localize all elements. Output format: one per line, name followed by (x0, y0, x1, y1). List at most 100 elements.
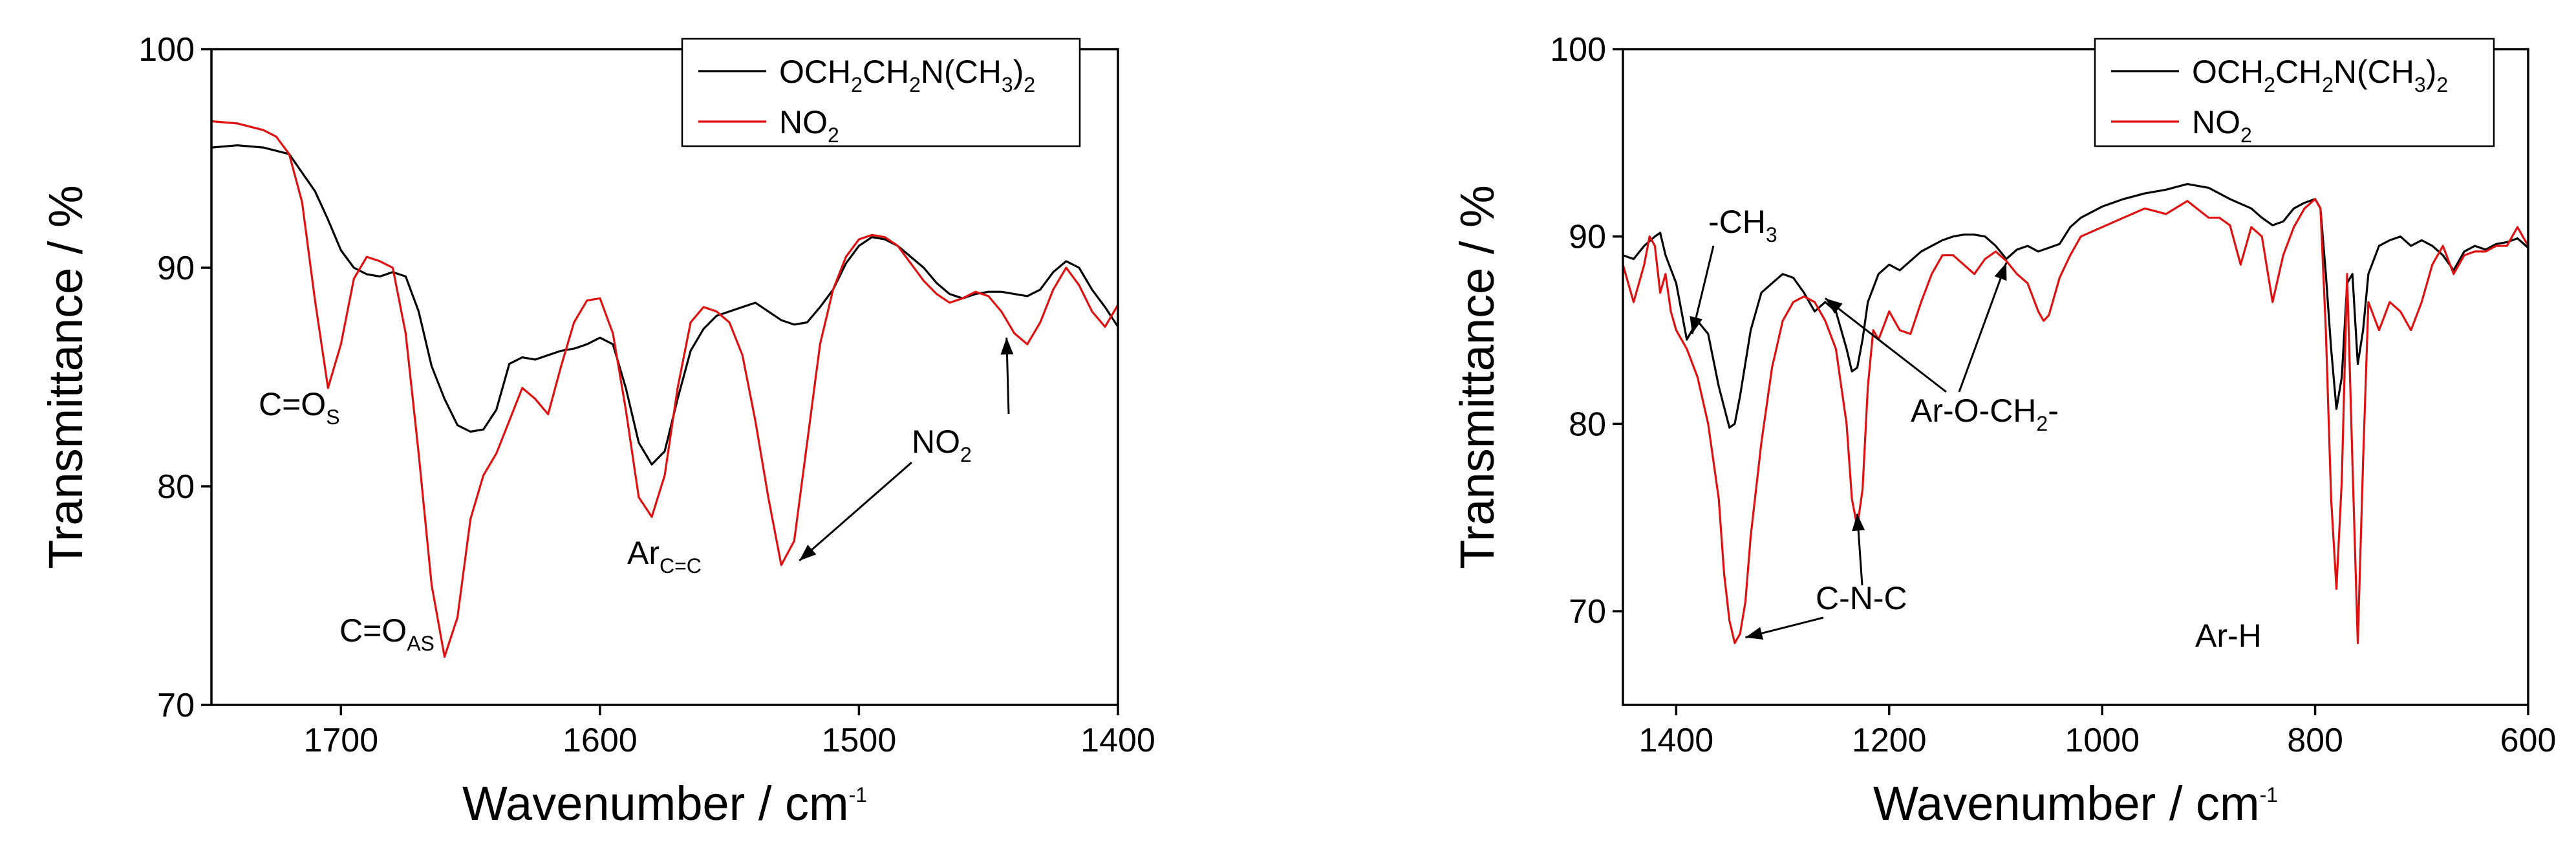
x-axis-title-part: -1 (2260, 783, 2278, 806)
y-tick-label: 80 (157, 468, 195, 506)
legend-label-part: CH (863, 54, 909, 90)
arrow-no2-1523-head (799, 545, 817, 561)
legend-label-part: NO (779, 104, 828, 140)
x-tick-label: 800 (2287, 722, 2343, 759)
peak-label-part: - (2048, 393, 2059, 429)
arrow-cnc-1340-head (1745, 627, 1764, 640)
y-tick-label-part: 100 (138, 31, 195, 69)
x-tick-label-part: 1600 (563, 722, 638, 759)
peak-label: C-N-C (1816, 580, 1907, 616)
plot-frame (1622, 48, 2529, 706)
peak-label-part: -CH (1708, 204, 1766, 240)
x-tick-label-part: 800 (2287, 722, 2343, 759)
y-tick-label-part: 80 (1569, 405, 1606, 443)
arrow-no2-1443 (1000, 338, 1014, 415)
peak-label: NO2 (912, 424, 972, 466)
legend-label: OCH2CH2N(CH3)2 (2192, 54, 2448, 96)
y-tick-label-part: 70 (1569, 593, 1606, 631)
arrow-arocH2-1260-shaft (1825, 297, 1947, 393)
arrow-cnc-1340 (1745, 616, 1824, 640)
x-tick-label: 1400 (1639, 722, 1714, 759)
legend: OCH2CH2N(CH3)2 NO2 (2094, 38, 2495, 147)
peak-label-part: NO (912, 424, 960, 460)
peak-label-part: C=O (259, 386, 326, 422)
y-tick-label-part: 80 (157, 468, 195, 506)
legend-box (681, 38, 1081, 147)
peak-label-part: S (326, 405, 339, 429)
legend-label-part: ) (1013, 54, 1024, 90)
legend-label-part: 2 (909, 73, 921, 96)
arrow-arocH2-1260-head (1825, 298, 1843, 314)
y-tick-label: 70 (1569, 593, 1606, 631)
arrow-no2-1523-shaft (799, 461, 912, 562)
legend-label: NO2 (779, 104, 839, 147)
x-axis-title-part: Wavenumber / cm (1873, 777, 2260, 830)
legend-label-part: 2 (2436, 73, 2448, 96)
legend-label-part: OCH (779, 54, 851, 90)
arrow-ch3 (1690, 245, 1715, 334)
legend-label-part: 3 (2414, 73, 2426, 96)
y-tick-label: 100 (1550, 31, 1606, 69)
peak-label-part: Ar-H (2195, 618, 2262, 654)
y-tick-label-part: 90 (1569, 219, 1606, 256)
x-tick-label: 1400 (1080, 722, 1155, 759)
x-tick-label: 600 (2500, 722, 2557, 759)
y-tick-label: 100 (138, 31, 195, 69)
legend-label-part: N(CH (2334, 54, 2414, 90)
y-tick-label-part: 100 (1550, 31, 1606, 69)
legend-label-part: 2 (1024, 73, 1035, 96)
plot-frame (210, 48, 1119, 706)
x-axis-title: Wavenumber / cm-1 (462, 777, 867, 830)
legend-label-part: 2 (2322, 73, 2334, 96)
x-tick-label: 1600 (563, 722, 638, 759)
y-axis-title: Transmittance / % (1450, 185, 1504, 569)
x-tick-label-part: 1200 (1852, 722, 1927, 759)
peak-label-part: C-N-C (1816, 580, 1907, 616)
arrow-arocH2-1090 (1958, 262, 2008, 393)
peak-label: Ar-O-CH2- (1911, 393, 2059, 435)
legend-label-part: 2 (2264, 73, 2275, 96)
series-line-nitro (211, 120, 1118, 658)
x-tick-label: 1200 (1852, 722, 1927, 759)
x-axis-title-part: -1 (849, 783, 867, 806)
peak-label-part: Ar (627, 535, 660, 571)
arrow-ch3-head (1690, 316, 1702, 334)
y-tick-label-part: 90 (157, 250, 195, 287)
peak-label: C=OAS (339, 612, 435, 655)
peak-label-part: AS (407, 632, 435, 655)
peak-label-part: C=O (339, 612, 407, 649)
legend-label-part: N(CH (921, 54, 1002, 90)
x-axis-title: Wavenumber / cm-1 (1873, 777, 2278, 830)
legend-label-part: 3 (1002, 73, 1013, 96)
legend-label: OCH2CH2N(CH3)2 (779, 54, 1035, 96)
y-tick-label: 90 (157, 250, 195, 287)
arrow-arocH2-1090-head (1994, 263, 2007, 281)
legend-label-part: OCH (2192, 54, 2264, 90)
legend-label-part: ) (2426, 54, 2437, 90)
x-tick-label-part: 1000 (2065, 722, 2140, 759)
y-tick-label: 90 (1569, 219, 1606, 256)
legend-label: NO2 (2192, 104, 2252, 147)
x-tick-label-part: 1500 (822, 722, 897, 759)
chart-2: 1400 1200 1000 800 600 70 80 90 100 Wavenumber / … (1450, 31, 2556, 830)
x-tick-label-part: 1400 (1639, 722, 1714, 759)
arrow-cnc-1230-head (1852, 513, 1865, 532)
arrow-arocH2-1090-shaft (1958, 262, 2008, 393)
peak-label-part: 3 (1766, 223, 1777, 246)
y-axis-title: Transmittance / % (39, 185, 92, 569)
peak-label-part: Ar-O-CH (1911, 393, 2036, 429)
peak-label: C=OS (259, 386, 340, 429)
series-line-dimethylaminoethoxy (1623, 183, 2528, 429)
x-axis-title-part: Wavenumber / cm (462, 777, 849, 830)
peak-label: -CH3 (1708, 204, 1777, 246)
y-tick-label: 80 (1569, 405, 1606, 443)
x-tick-label-part: 1400 (1080, 722, 1155, 759)
peak-label-part: C=C (660, 554, 702, 578)
x-tick-label: 1500 (822, 722, 897, 759)
arrow-cnc-1230 (1852, 513, 1865, 586)
y-axis-title-part: Transmittance / % (1450, 185, 1504, 569)
arrow-no2-1443-head (1000, 338, 1014, 355)
x-tick-label-part: 600 (2500, 722, 2557, 759)
